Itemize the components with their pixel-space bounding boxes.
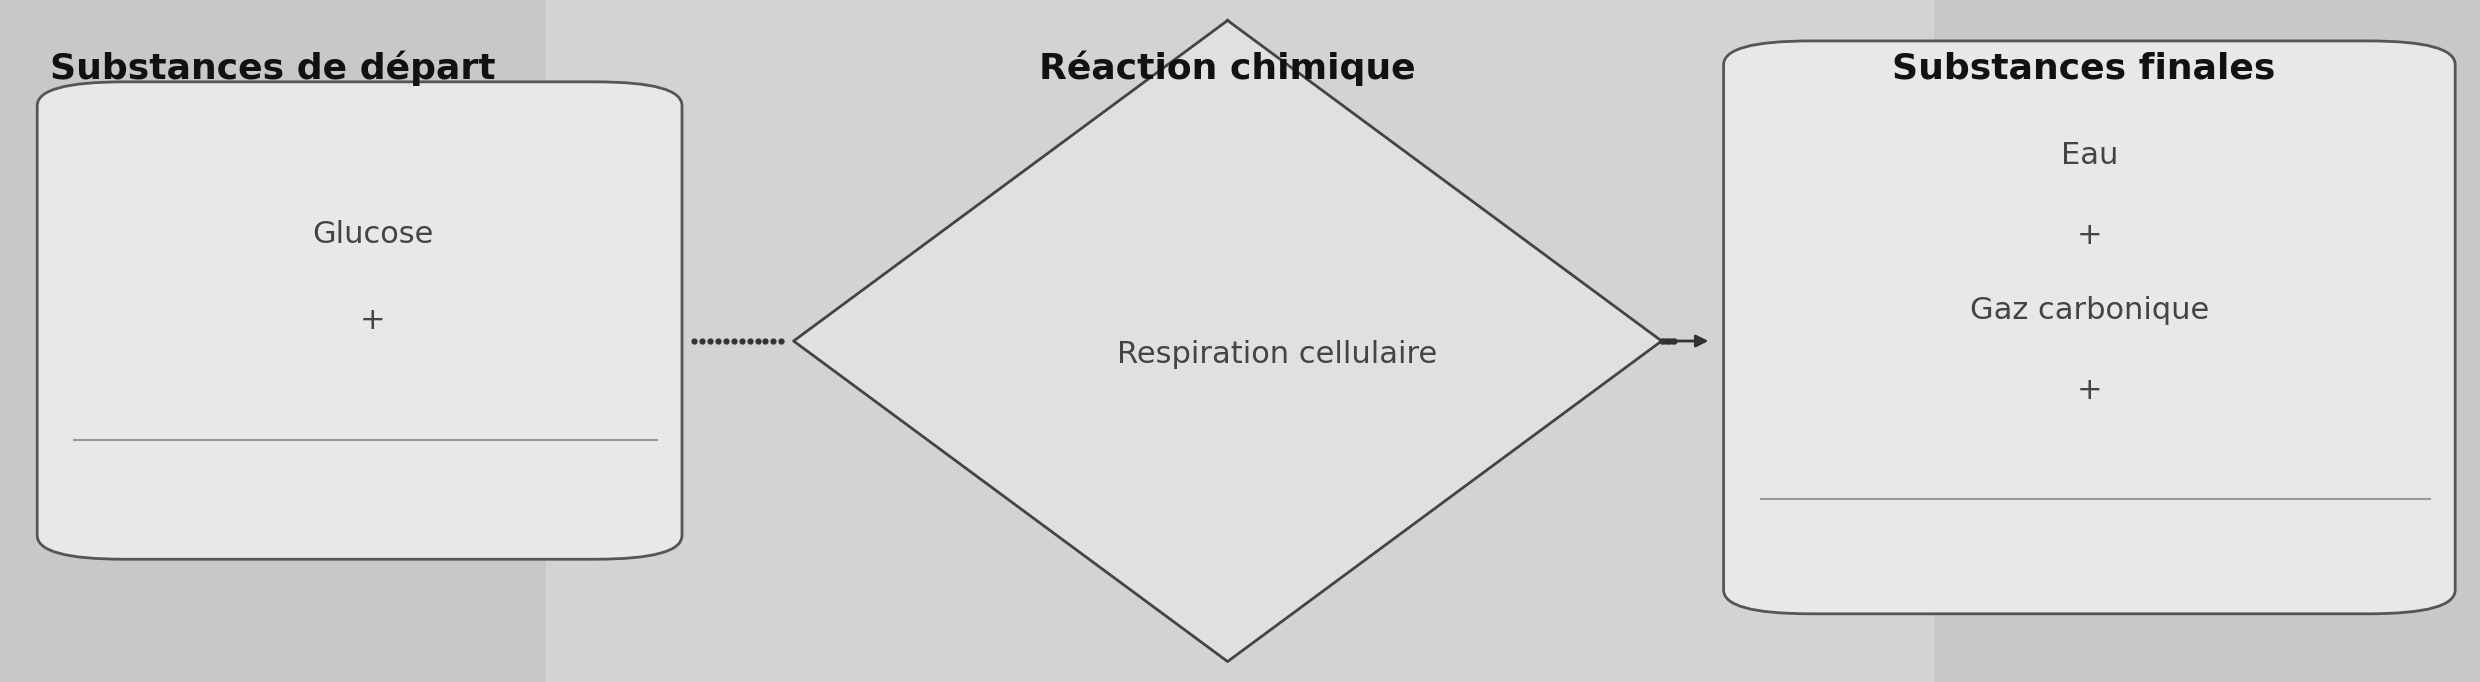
Text: Réaction chimique: Réaction chimique bbox=[1039, 50, 1416, 86]
FancyBboxPatch shape bbox=[1724, 41, 2455, 614]
Polygon shape bbox=[546, 0, 1934, 682]
Text: Respiration cellulaire: Respiration cellulaire bbox=[1116, 340, 1438, 369]
Polygon shape bbox=[794, 20, 1662, 662]
Text: Glucose: Glucose bbox=[312, 220, 434, 249]
Text: +: + bbox=[2076, 221, 2103, 250]
Text: Substances de départ: Substances de départ bbox=[50, 50, 496, 86]
Text: +: + bbox=[360, 306, 384, 335]
Polygon shape bbox=[620, 0, 1786, 682]
FancyBboxPatch shape bbox=[37, 82, 682, 559]
Text: Eau: Eau bbox=[2061, 141, 2118, 170]
Text: Substances finales: Substances finales bbox=[1892, 51, 2274, 85]
Text: Gaz carbonique: Gaz carbonique bbox=[1969, 296, 2210, 325]
Text: +: + bbox=[2076, 376, 2103, 405]
